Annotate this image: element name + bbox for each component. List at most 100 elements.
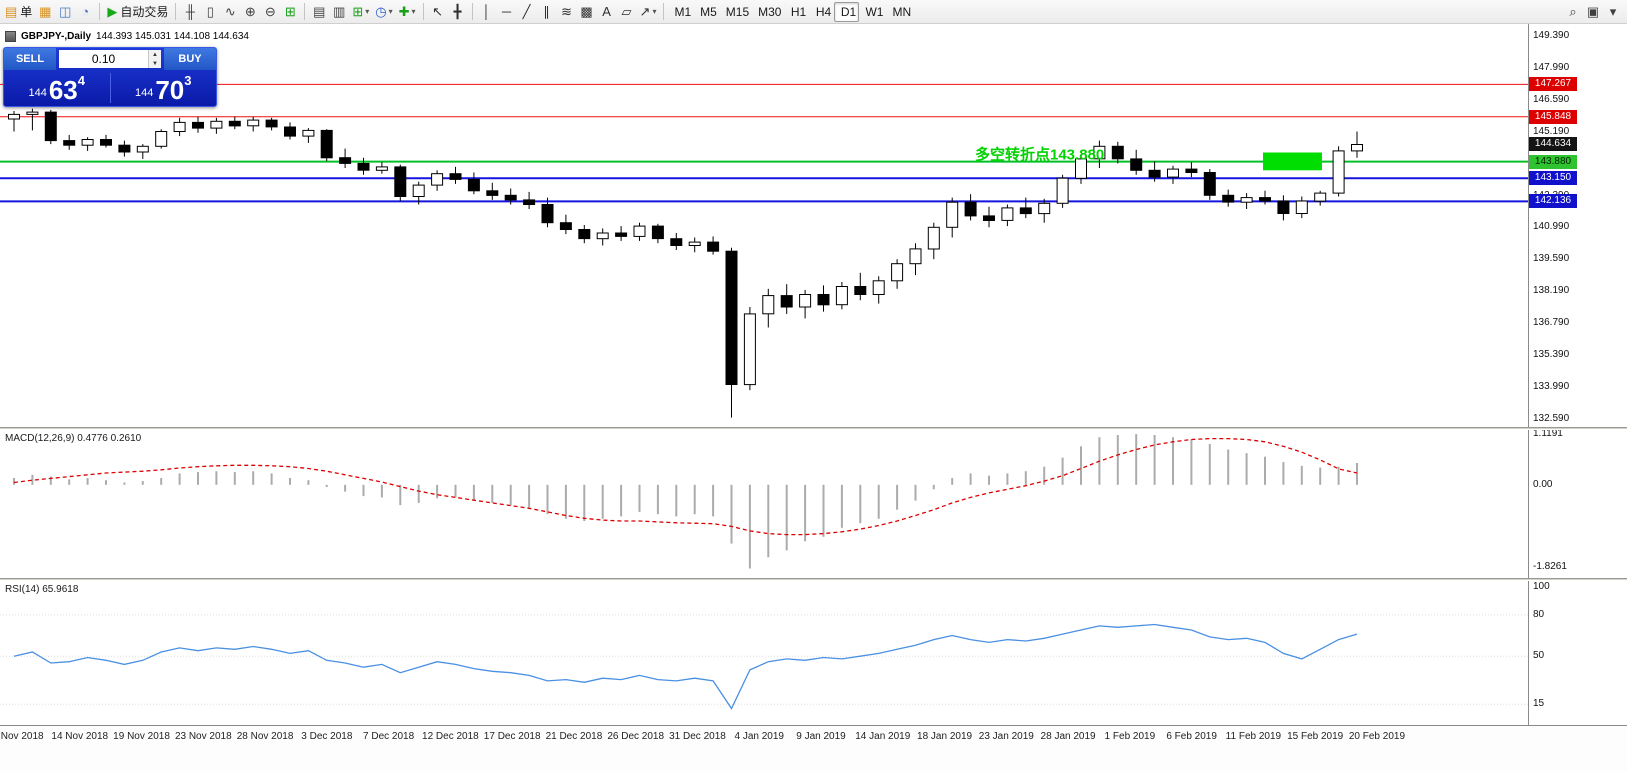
tf-m15-button[interactable]: M15 (720, 2, 752, 22)
add-chart-combo[interactable]: ⊞ ▾ (349, 2, 372, 22)
time-axis-label: 18 Jan 2019 (917, 731, 973, 742)
candlestick-button[interactable]: ▯ (200, 2, 220, 22)
tile-horizontal-button[interactable]: ▥ (329, 2, 349, 22)
time-axis-label: 12 Dec 2018 (422, 731, 479, 742)
rsi-label: RSI(14) 65.9618 (5, 584, 79, 595)
panel-divider[interactable] (0, 578, 1627, 581)
macd-axis-label: 1.1191 (1533, 428, 1563, 440)
tf-w1-button[interactable]: W1 (859, 2, 886, 22)
tf-m5-button[interactable]: M5 (694, 2, 720, 22)
vertical-line-button[interactable]: │ (477, 2, 497, 22)
new-window-icon[interactable]: ▣ (1583, 2, 1603, 22)
panel-divider[interactable] (0, 427, 1627, 430)
profiles-button[interactable]: ◫ (55, 2, 75, 22)
time-axis-label: 28 Jan 2019 (1040, 731, 1096, 742)
rsi-panel[interactable]: RSI(14) 65.9618 (0, 581, 1528, 725)
price-axis[interactable]: 149.390147.990146.590145.190143.790142.3… (1528, 24, 1627, 725)
candle (872, 276, 885, 304)
candle (1314, 190, 1327, 206)
lot-size-value[interactable]: 0.10 (59, 50, 148, 68)
candle (81, 137, 94, 151)
chart-window: 多空转折点143.880 GBPJPY-,Daily 144.393 145.0… (0, 24, 1627, 771)
price-panel[interactable]: 多空转折点143.880 GBPJPY-,Daily 144.393 145.0… (0, 24, 1528, 427)
tf-h4-button[interactable]: H4 (809, 2, 834, 22)
profiles-icon: ◫ (59, 4, 72, 19)
sell-button[interactable]: SELL (4, 48, 56, 70)
lot-increase-button[interactable]: ▲ (152, 51, 158, 58)
highlight-rectangle[interactable] (1263, 152, 1322, 171)
fibonacci-button[interactable]: ≋ (557, 2, 577, 22)
line-chart-icon: ∿ (224, 4, 236, 19)
time-axis-label: 11 Feb 2019 (1225, 731, 1282, 742)
grid-button[interactable]: ▩ (577, 2, 597, 22)
pivot-annotation-text[interactable]: 多空转折点143.880 (975, 145, 1104, 163)
dropdown-caret-icon: ▾ (652, 7, 657, 16)
text-label-button[interactable]: ▱ (617, 2, 637, 22)
candle (339, 148, 352, 168)
tf-m1-button-label: M1 (674, 4, 692, 19)
tf-h1-button[interactable]: H1 (784, 2, 809, 22)
candle (835, 282, 848, 310)
trendline-button[interactable]: ╱ (517, 2, 537, 22)
lot-decrease-button[interactable]: ▼ (152, 60, 158, 67)
macd-signal-line (13, 437, 1358, 536)
time-axis-label: 15 Feb 2019 (1287, 731, 1344, 742)
zoom-out-button[interactable]: ⊖ (260, 2, 280, 22)
buy-price-display[interactable]: 144 70 3 (111, 70, 217, 106)
cascade-windows-button[interactable]: ▤ (309, 2, 329, 22)
channel-button[interactable]: ∥ (537, 2, 557, 22)
time-axis-label: 20 Feb 2019 (1348, 731, 1406, 742)
time-axis-label: 31 Dec 2018 (669, 731, 726, 742)
tf-m30-button[interactable]: M30 (752, 2, 784, 22)
macd-panel[interactable]: MACD(12,26,9) 0.4776 0.2610 (0, 430, 1528, 578)
tf-d1-button[interactable]: D1 (834, 1, 860, 22)
periods-combo[interactable]: ◷ ▾ (372, 2, 395, 22)
new-order-button[interactable]: ▤ 单 (2, 2, 35, 22)
tf-w1-button-label: W1 (865, 4, 884, 19)
text-button[interactable]: A (597, 2, 617, 22)
price-axis-label: 149.390 (1533, 30, 1570, 41)
lot-size-stepper[interactable]: 0.10 ▲ ▼ (56, 48, 164, 70)
candle (100, 134, 112, 148)
cursor-button[interactable]: ↖ (428, 2, 448, 22)
toolbar-overflow-caret[interactable]: ▾ (1603, 2, 1623, 22)
buy-price-big: 70 (155, 75, 185, 105)
data-window-button[interactable]: ◔ (75, 2, 95, 22)
candle (1240, 193, 1253, 209)
candle (173, 117, 186, 137)
candle (743, 307, 756, 391)
bar-chart-button[interactable]: ╫ (180, 2, 200, 22)
horizontal-line-button[interactable]: ─ (497, 2, 517, 22)
candle (1075, 154, 1087, 184)
price-level-badge: 143.150 (1529, 171, 1577, 186)
time-axis-label: 26 Dec 2018 (607, 731, 665, 742)
candle (210, 117, 223, 134)
tf-mn-button[interactable]: MN (886, 2, 914, 22)
sell-price-display[interactable]: 144 63 4 (4, 70, 110, 106)
time-axis[interactable]: 9 Nov 2018 14 Nov 2018 19 Nov 2018 23 Nov 2… (0, 725, 1627, 771)
tile-windows-button[interactable]: ⊞ (280, 2, 300, 22)
tf-m5-button-label: M5 (700, 4, 717, 19)
auto-trading-button[interactable]: ▶ 自动交易 (104, 2, 171, 22)
candle (1130, 149, 1143, 175)
buy-button[interactable]: BUY (164, 48, 216, 70)
dropdown-caret-icon: ▾ (411, 7, 416, 16)
objects-combo[interactable]: ↗ ▾ (637, 2, 660, 22)
search-icon[interactable]: ⌕ (1563, 2, 1583, 22)
rsi-axis-label: 15 (1533, 698, 1545, 710)
time-axis-label: 9 Jan 2019 (796, 731, 846, 742)
time-axis-label: 1 Feb 2019 (1104, 731, 1156, 742)
zoom-in-button[interactable]: ⊕ (240, 2, 260, 22)
crosshair-button[interactable]: ╋ (448, 2, 468, 22)
indicators-combo[interactable]: ✚ ▾ (396, 2, 419, 22)
search-icon-icon: ⌕ (1569, 4, 1577, 19)
candle (192, 116, 204, 133)
line-chart-button[interactable]: ∿ (220, 2, 240, 22)
price-axis-label: 145.190 (1533, 125, 1570, 137)
tf-m1-button[interactable]: M1 (668, 2, 694, 22)
symbol-title: GBPJPY-,Daily (21, 31, 92, 42)
new-chart-button[interactable]: ▦ (35, 2, 55, 22)
candle (762, 288, 775, 328)
tf-h4-button-label: H4 (815, 4, 832, 19)
candle (302, 128, 315, 143)
